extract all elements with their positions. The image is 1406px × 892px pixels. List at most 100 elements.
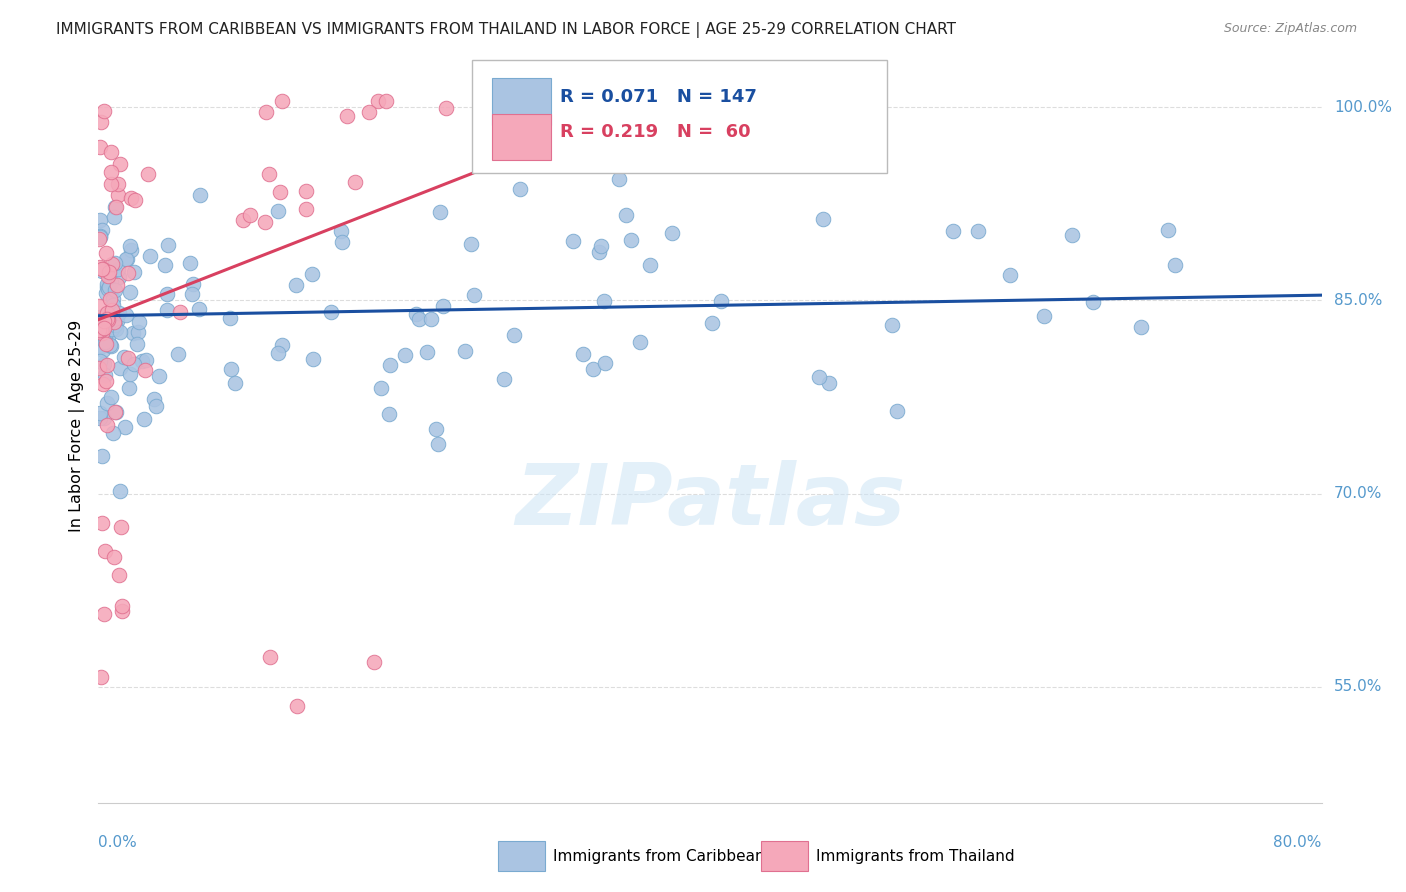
Point (880, 318, 903, 332)
Point (156, 303, 179, 318)
Point (432, 299, 454, 313)
Point (105, 405, 128, 419)
Point (271, 337, 294, 351)
Point (96, 280, 118, 294)
FancyBboxPatch shape (492, 78, 551, 125)
Point (1081, 295, 1104, 310)
Point (582, 362, 605, 376)
Point (91, 261, 114, 276)
Point (96, 396, 118, 410)
Text: Immigrants from Thailand: Immigrants from Thailand (817, 849, 1015, 863)
Point (120, 367, 142, 381)
Point (408, 312, 430, 326)
Text: Immigrants from Caribbean: Immigrants from Caribbean (554, 849, 765, 863)
Point (114, 419, 136, 434)
Point (100, 314, 122, 328)
Point (219, 361, 242, 376)
Point (330, 235, 353, 250)
Point (295, 184, 318, 198)
Point (259, 649, 281, 664)
Point (98, 292, 121, 306)
Point (104, 405, 127, 419)
Point (588, 244, 610, 259)
Point (90, 315, 112, 329)
Point (120, 239, 142, 253)
Point (661, 226, 683, 240)
Point (101, 298, 124, 312)
Point (89, 360, 111, 375)
Point (120, 243, 142, 257)
FancyBboxPatch shape (492, 113, 551, 161)
Point (94, 368, 117, 382)
Point (111, 599, 134, 614)
Point (107, 306, 129, 320)
Point (105, 200, 128, 214)
Point (96, 418, 118, 433)
Point (378, 408, 401, 422)
Point (614, 208, 637, 222)
Point (98, 338, 121, 352)
Point (91, 261, 114, 276)
Point (90, 115, 112, 129)
Point (96, 358, 118, 372)
Point (1129, 320, 1152, 334)
Point (267, 203, 290, 218)
Point (97, 318, 120, 333)
Point (90, 223, 112, 237)
Point (100, 177, 122, 191)
Point (100, 145, 122, 159)
Point (1060, 228, 1083, 243)
Point (420, 312, 443, 326)
Point (254, 105, 277, 120)
Point (100, 165, 122, 179)
Point (710, 293, 733, 308)
Text: 70.0%: 70.0% (1334, 486, 1382, 501)
Text: 55.0%: 55.0% (1334, 680, 1382, 694)
Point (124, 193, 146, 207)
Point (89, 229, 111, 244)
Point (148, 369, 170, 384)
Point (89, 411, 111, 425)
Point (239, 208, 262, 222)
Point (188, 187, 211, 202)
Point (90, 321, 112, 335)
Point (100, 390, 122, 404)
Point (363, 656, 385, 670)
Point (100, 339, 122, 353)
Point (180, 287, 202, 301)
Point (89, 230, 111, 244)
Point (335, 109, 357, 123)
Point (628, 335, 651, 350)
FancyBboxPatch shape (471, 61, 887, 173)
Point (89, 260, 111, 274)
Point (117, 351, 139, 366)
Point (97, 330, 120, 344)
Point (91, 263, 114, 277)
Point (157, 238, 180, 252)
Point (96, 337, 118, 351)
Point (169, 304, 191, 318)
Point (592, 293, 614, 308)
Point (378, 358, 401, 372)
Point (103, 426, 125, 441)
Point (93, 321, 115, 335)
Point (179, 255, 201, 269)
Point (132, 411, 155, 425)
Point (224, 376, 246, 391)
Point (302, 352, 325, 367)
Point (128, 315, 150, 329)
Point (98, 279, 121, 293)
Point (494, 372, 516, 386)
Point (254, 215, 277, 229)
Point (1033, 309, 1056, 323)
Point (101, 292, 124, 306)
Point (97, 313, 120, 327)
Point (90, 670, 112, 684)
Point (115, 308, 138, 322)
Point (301, 268, 323, 282)
Point (110, 520, 132, 534)
Point (104, 283, 127, 297)
Point (142, 392, 165, 407)
Point (188, 301, 211, 316)
Point (94, 543, 117, 558)
